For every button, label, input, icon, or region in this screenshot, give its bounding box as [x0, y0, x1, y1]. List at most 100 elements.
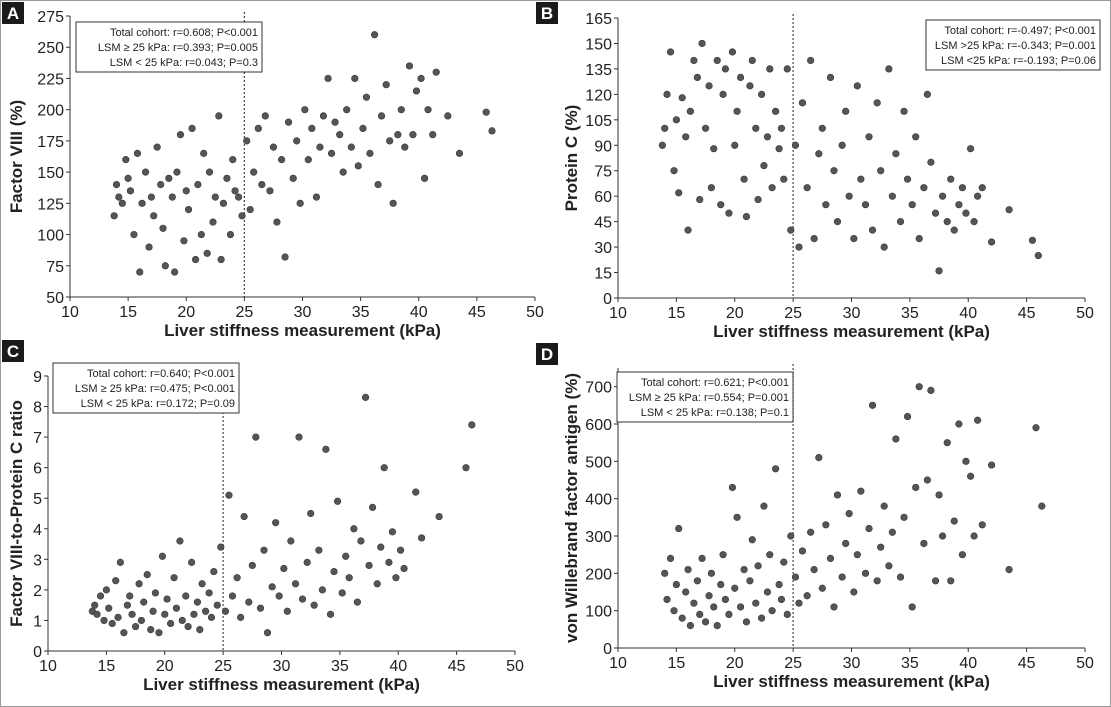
- scatter-point: [908, 201, 916, 209]
- x-tick-label: 25: [784, 305, 802, 322]
- scatter-point: [978, 521, 986, 529]
- scatter-point: [351, 74, 359, 83]
- scatter-point: [955, 420, 963, 428]
- scatter-point: [429, 131, 437, 139]
- scatter-point: [698, 554, 706, 563]
- x-axis-title: Liver stiffness measurement (kPa): [713, 322, 990, 341]
- scatter-point: [787, 226, 795, 234]
- x-tick-label: 40: [959, 305, 977, 322]
- panel-letter-badge: [536, 343, 558, 365]
- scatter-point: [736, 73, 745, 81]
- scatter-point: [155, 629, 163, 637]
- scatter-point: [885, 562, 893, 570]
- scatter-point: [168, 193, 176, 201]
- scatter-point: [987, 238, 996, 246]
- scatter-point: [903, 175, 912, 183]
- scatter-point: [850, 235, 858, 243]
- scatter-point: [178, 616, 186, 625]
- x-tick-label: 30: [273, 658, 291, 675]
- scatter-point: [880, 502, 888, 510]
- scatter-point: [717, 201, 725, 209]
- scatter-point: [719, 551, 727, 559]
- y-tick-label: 2: [33, 583, 42, 600]
- scatter-point: [366, 149, 374, 157]
- x-tick-label: 45: [448, 658, 466, 675]
- scatter-point: [783, 65, 791, 73]
- scatter-point: [122, 156, 130, 164]
- scatter-point: [663, 90, 671, 98]
- scatter-point: [783, 610, 791, 619]
- scatter-point: [310, 601, 318, 609]
- scatter-point: [690, 599, 698, 607]
- scatter-point: [397, 106, 405, 114]
- scatter-point: [298, 595, 307, 603]
- scatter-point: [91, 601, 99, 609]
- scatter-point: [861, 569, 870, 577]
- scatter-point: [245, 598, 253, 606]
- scatter-point: [354, 162, 362, 170]
- scatter-point: [962, 209, 970, 217]
- x-tick-label: 45: [1018, 655, 1036, 672]
- scatter-point: [822, 521, 830, 529]
- panel-a: A 10 15 20 25 30 35 40 45 50 50 75 100 125 150 175 200 22…: [2, 2, 544, 340]
- scatter-point: [296, 199, 304, 207]
- scatter-point: [482, 108, 490, 116]
- x-tick-label: 25: [784, 655, 802, 672]
- scatter-point: [231, 187, 239, 195]
- scatter-point: [228, 592, 237, 600]
- x-tick-label: 10: [39, 658, 57, 675]
- scatter-point: [713, 56, 721, 65]
- scatter-point: [238, 212, 246, 220]
- scatter-point: [287, 537, 295, 545]
- panel-letter-badge: [2, 340, 24, 362]
- scatter-point: [672, 580, 680, 589]
- scatter-point: [105, 604, 113, 612]
- scatter-point: [303, 558, 311, 566]
- scatter-point: [424, 106, 432, 114]
- scatter-point: [842, 539, 850, 548]
- scatter-point: [126, 592, 134, 600]
- scatter-point: [237, 613, 245, 621]
- scatter-point: [754, 562, 762, 570]
- panel-letter: A: [7, 4, 19, 23]
- scatter-point: [343, 106, 351, 114]
- y-tick-label: 100: [37, 228, 64, 245]
- scatter-point: [701, 124, 710, 132]
- scatter-point: [763, 588, 772, 596]
- scatter-point: [885, 65, 893, 73]
- x-axis-title: Liver stiffness measurement (kPa): [143, 675, 420, 694]
- scatter-point: [362, 93, 371, 101]
- scatter-point: [163, 595, 171, 603]
- stats-box: [616, 371, 794, 423]
- scatter-point: [420, 174, 429, 182]
- scatter-point: [740, 565, 748, 574]
- scatter-point: [1038, 502, 1046, 510]
- scatter-point: [120, 629, 128, 637]
- scatter-point: [223, 174, 231, 182]
- scatter-point: [143, 571, 151, 579]
- scatter-point: [746, 82, 754, 90]
- y-axis-title: Factor VIII (%): [7, 100, 26, 213]
- y-tick-label: 0: [33, 644, 42, 661]
- scatter-point: [777, 595, 786, 604]
- scatter-point: [96, 592, 105, 600]
- scatter-point: [1005, 206, 1013, 214]
- scatter-point: [388, 528, 397, 536]
- scatter-point: [865, 133, 873, 141]
- scatter-point: [243, 137, 251, 145]
- scatter-point: [182, 592, 190, 600]
- panel-letter-badge: [536, 2, 558, 24]
- stats-line: LSM < 25 kPa: r=0.043; P=0.3: [110, 57, 258, 69]
- scatter-point: [830, 167, 838, 175]
- y-tick-label: 600: [585, 417, 612, 434]
- scatter-point: [196, 626, 204, 634]
- scatter-point: [672, 116, 680, 124]
- scatter-point: [888, 192, 896, 200]
- scatter-point: [803, 184, 811, 192]
- stats-box: [75, 21, 263, 73]
- y-tick-label: 6: [33, 461, 42, 478]
- scatter-point: [353, 598, 361, 606]
- scatter-point: [842, 107, 850, 115]
- scatter-point: [226, 230, 235, 239]
